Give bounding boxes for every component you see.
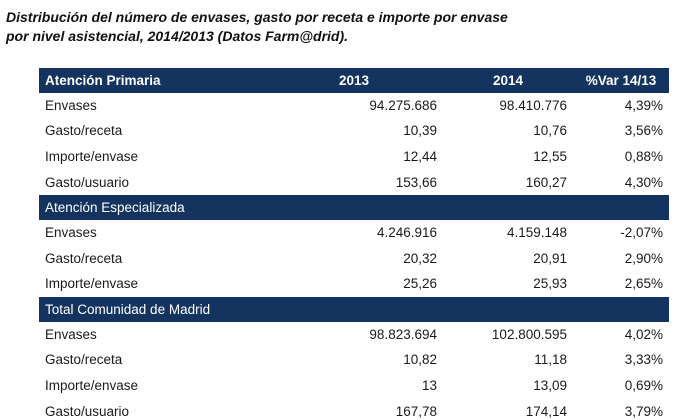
table-row: Importe/envase 25,26 25,93 2,65%: [39, 271, 669, 298]
caption-line-1: Distribución del número de envases, gast…: [6, 9, 508, 25]
cell-2013: 20,32: [265, 245, 443, 272]
table-row: Importe/envase 12,44 12,55 0,88%: [39, 143, 669, 170]
caption-line-2: por nivel asistencial, 2014/2013 (Datos …: [6, 28, 349, 44]
row-label: Envases: [39, 92, 265, 119]
cell-var: 0,69%: [573, 372, 669, 399]
row-label: Gasto/usuario: [39, 169, 265, 196]
data-table: Atención Primaria 2013 2014 %Var 14/13 E…: [39, 68, 669, 420]
cell-var: 0,88%: [573, 143, 669, 170]
cell-2014: 102.800.595: [443, 321, 573, 348]
cell-2013: 10,39: [265, 117, 443, 145]
cell-var: 3,79%: [573, 398, 669, 420]
cell-2013: 12,44: [265, 143, 443, 170]
cell-2013: 167,78: [265, 398, 443, 420]
section-header-atencion-primaria: Atención Primaria 2013 2014 %Var 14/13: [39, 68, 669, 93]
table-row: Gasto/receta 20,32 20,91 2,90%: [39, 245, 669, 272]
table-row: Gasto/receta 10,39 10,76 3,56%: [39, 117, 669, 145]
cell-2014: 13,09: [443, 372, 573, 399]
table-row: Envases 98.823.694 102.800.595 4,02%: [39, 321, 669, 348]
row-label: Importe/envase: [39, 372, 265, 399]
cell-2014: 10,76: [443, 117, 573, 145]
section-header-fill: [265, 194, 443, 221]
section-header-fill: [443, 296, 573, 322]
row-label: Gasto/usuario: [39, 398, 265, 420]
table-row: Envases 4.246.916 4.159.148 -2,07%: [39, 220, 669, 246]
cell-2014: 4.159.148: [443, 220, 573, 246]
cell-2014: 11,18: [443, 347, 573, 374]
section-title: Atención Especializada: [39, 194, 265, 221]
table-row: Envases 94.275.686 98.410.776 4,39%: [39, 92, 669, 119]
cell-2014: 25,93: [443, 271, 573, 298]
cell-2014: 160,27: [443, 169, 573, 196]
table-row: Gasto/usuario 167,78 174,14 3,79%: [39, 398, 669, 420]
cell-2014: 98.410.776: [443, 92, 573, 119]
table-row: Importe/envase 13 13,09 0,69%: [39, 372, 669, 399]
section-title: Total Comunidad de Madrid: [39, 296, 265, 322]
cell-2013: 10,82: [265, 347, 443, 374]
cell-2013: 98.823.694: [265, 321, 443, 348]
cell-var: 3,56%: [573, 117, 669, 145]
cell-2013: 94.275.686: [265, 92, 443, 119]
row-label: Gasto/receta: [39, 117, 265, 145]
section-header-total-comunidad-de-madrid: Total Comunidad de Madrid: [39, 296, 669, 322]
section-header-fill: [443, 194, 573, 221]
row-label: Importe/envase: [39, 143, 265, 170]
cell-2013: 4.246.916: [265, 220, 443, 246]
table-caption: Distribución del número de envases, gast…: [6, 8, 666, 46]
column-header-2013: 2013: [265, 68, 443, 93]
section-header-fill: [573, 194, 669, 221]
table-row: Gasto/receta 10,82 11,18 3,33%: [39, 347, 669, 374]
cell-2014: 12,55: [443, 143, 573, 170]
cell-2013: 13: [265, 372, 443, 399]
column-header-var: %Var 14/13: [573, 68, 669, 93]
section-header-atencion-especializada: Atención Especializada: [39, 194, 669, 221]
cell-var: 4,02%: [573, 321, 669, 348]
cell-2013: 153,66: [265, 169, 443, 196]
row-label: Gasto/receta: [39, 245, 265, 272]
cell-var: 3,33%: [573, 347, 669, 374]
cell-var: 4,30%: [573, 169, 669, 196]
cell-var: 2,65%: [573, 271, 669, 298]
row-label: Envases: [39, 321, 265, 348]
cell-2014: 174,14: [443, 398, 573, 420]
row-label: Gasto/receta: [39, 347, 265, 374]
cell-2014: 20,91: [443, 245, 573, 272]
cell-2013: 25,26: [265, 271, 443, 298]
row-label: Envases: [39, 220, 265, 246]
row-label: Importe/envase: [39, 271, 265, 298]
cell-var: 4,39%: [573, 92, 669, 119]
section-header-fill: [573, 296, 669, 322]
column-header-2014: 2014: [443, 68, 573, 93]
cell-var: 2,90%: [573, 245, 669, 272]
table-row: Gasto/usuario 153,66 160,27 4,30%: [39, 169, 669, 196]
cell-var: -2,07%: [573, 220, 669, 246]
section-header-fill: [265, 296, 443, 322]
section-title: Atención Primaria: [39, 68, 265, 93]
